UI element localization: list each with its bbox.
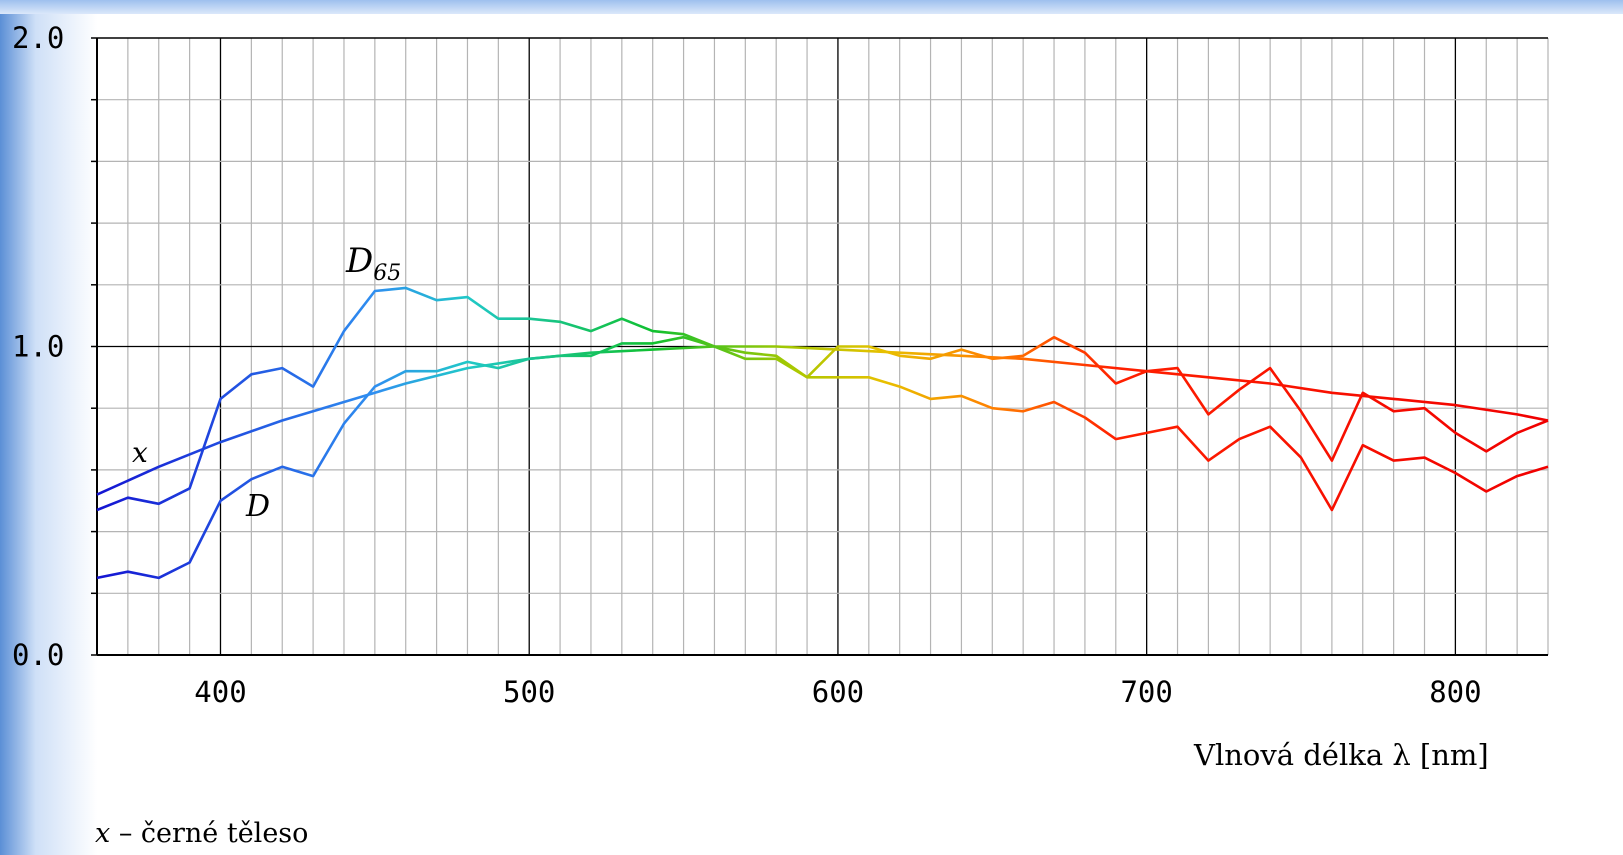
- x-axis-label-text: Vlnová délka λ [nm]: [1193, 738, 1489, 772]
- top-band: [0, 0, 1623, 14]
- x-tick-label: 700: [1120, 675, 1172, 709]
- footnote-text: – černé těleso: [110, 818, 309, 849]
- series-lines: [96, 286, 1549, 580]
- label-x: x: [132, 436, 148, 469]
- x-tick-label: 500: [503, 675, 555, 709]
- x-tick-label: 600: [812, 675, 864, 709]
- footnote: x – černé těleso: [95, 818, 308, 849]
- series-line-d: [96, 335, 1549, 580]
- x-tick-label: 800: [1429, 675, 1481, 709]
- label-d: D: [245, 489, 270, 524]
- footnote-symbol: x: [95, 818, 111, 849]
- y-tick-label: 2.0: [12, 21, 64, 55]
- y-tick-label: 0.0: [12, 638, 64, 672]
- grid: [97, 38, 1549, 655]
- tick-labels: 0.0 1.0 2.0 400 500 600 700 800: [12, 21, 1482, 709]
- x-tick-label: 400: [194, 675, 246, 709]
- x-axis-label: Vlnová délka λ [nm]: [1193, 738, 1489, 772]
- series-line-x: [96, 345, 1549, 496]
- y-tick-label: 1.0: [12, 330, 64, 364]
- series-line-d65: [96, 286, 1549, 512]
- label-d65: D65: [345, 241, 401, 286]
- axes: [91, 37, 1548, 656]
